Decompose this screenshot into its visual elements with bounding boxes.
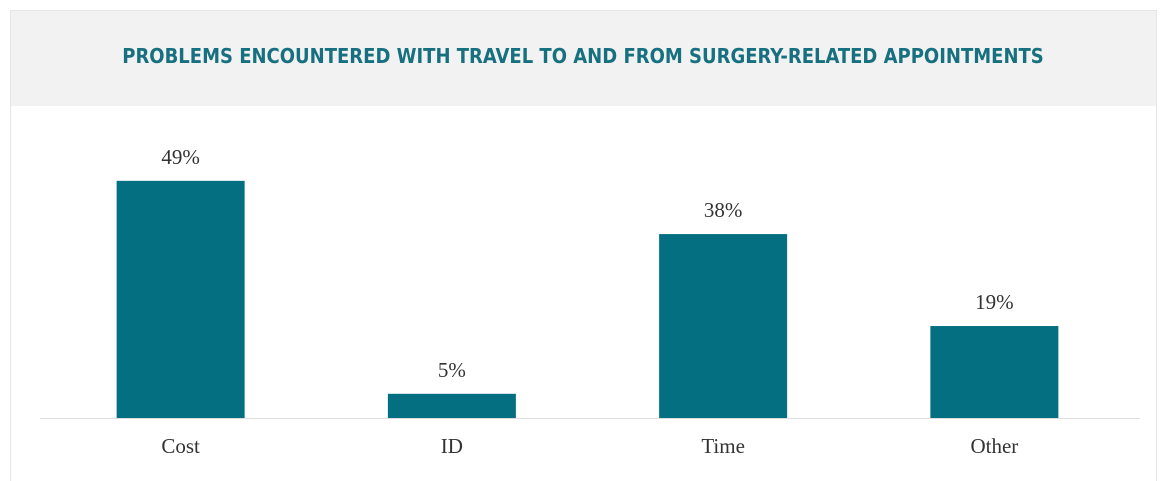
value-label: 5% [438, 358, 466, 382]
value-label: 19% [975, 290, 1014, 314]
bar [930, 326, 1059, 418]
x-tick-label: ID [441, 434, 463, 458]
bar [659, 234, 788, 418]
value-label: 38% [704, 198, 743, 222]
x-tick-label: Other [970, 434, 1018, 458]
bar [387, 393, 516, 418]
x-tick-label: Time [701, 434, 745, 458]
header-band [11, 11, 1156, 106]
x-tick-label: Cost [161, 434, 200, 458]
bar [116, 180, 245, 418]
value-label: 49% [161, 145, 200, 169]
chart-title: PROBLEMS ENCOUNTERED WITH TRAVEL TO AND … [122, 44, 1043, 68]
